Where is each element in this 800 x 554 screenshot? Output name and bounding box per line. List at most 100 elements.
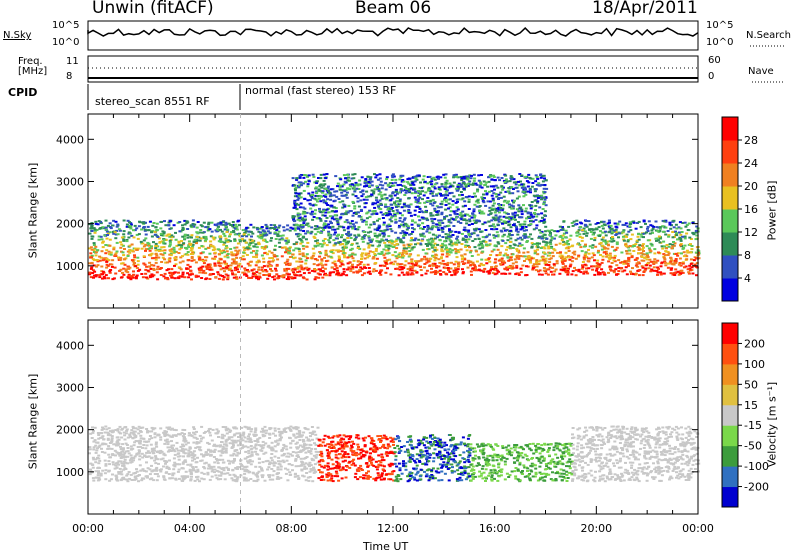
data-cell	[260, 254, 264, 257]
data-cell	[695, 262, 699, 265]
data-cell	[448, 239, 452, 242]
data-cell	[97, 220, 101, 223]
data-cell	[573, 223, 577, 226]
data-cell	[192, 450, 196, 453]
data-cell	[624, 266, 628, 269]
data-cell	[306, 185, 310, 188]
data-cell	[324, 202, 328, 205]
data-cell	[459, 183, 463, 186]
data-cell	[561, 260, 565, 263]
data-cell	[437, 206, 441, 209]
data-cell	[602, 272, 606, 275]
data-cell	[296, 267, 300, 269]
data-cell	[195, 430, 198, 433]
data-cell	[521, 190, 525, 193]
data-cell	[88, 232, 92, 235]
data-cell	[558, 272, 562, 275]
data-cell	[484, 204, 488, 207]
data-cell	[610, 232, 614, 235]
data-cell	[163, 220, 166, 223]
data-cell	[466, 213, 470, 216]
data-cell	[590, 256, 594, 259]
data-cell	[523, 260, 526, 262]
data-cell	[457, 231, 461, 234]
data-cell	[263, 234, 267, 237]
data-cell	[627, 230, 631, 233]
data-cell	[89, 267, 93, 270]
data-cell	[330, 251, 334, 253]
data-cell	[112, 248, 116, 251]
data-cell	[148, 244, 151, 247]
data-cell	[350, 225, 354, 228]
data-cell	[224, 221, 228, 224]
data-cell	[228, 473, 232, 476]
data-cell	[495, 269, 499, 272]
data-cell	[331, 252, 335, 255]
data-cell	[431, 185, 434, 188]
data-cell	[447, 269, 450, 271]
data-cell	[373, 252, 377, 255]
data-cell	[168, 239, 172, 242]
data-cell	[255, 271, 259, 274]
data-cell	[548, 266, 552, 269]
data-cell	[364, 252, 368, 255]
data-cell	[159, 227, 163, 230]
data-cell	[246, 262, 250, 265]
data-cell	[429, 212, 433, 215]
data-cell	[497, 259, 501, 262]
data-cell	[227, 436, 231, 439]
data-cell	[635, 257, 639, 260]
data-cell	[195, 441, 199, 444]
data-cell	[672, 241, 675, 243]
data-cell	[448, 198, 452, 201]
data-cell	[160, 246, 164, 249]
data-cell	[450, 191, 454, 194]
data-cell	[310, 269, 314, 272]
data-cell	[418, 242, 422, 245]
data-cell	[250, 451, 254, 454]
data-cell	[445, 237, 448, 240]
data-cell	[269, 268, 272, 271]
date-title: 18/Apr/2011	[592, 0, 698, 18]
data-cell	[236, 220, 240, 223]
data-cell	[447, 235, 451, 238]
data-cell	[597, 226, 601, 229]
data-cell	[436, 243, 440, 246]
data-cell	[148, 435, 152, 437]
data-cell	[179, 256, 183, 259]
data-cell	[292, 271, 296, 274]
data-cell	[506, 268, 509, 271]
data-cell	[625, 252, 629, 255]
data-cell	[611, 236, 614, 238]
data-cell	[440, 248, 444, 251]
data-cell	[694, 231, 698, 234]
data-cell	[495, 195, 499, 198]
data-cell	[155, 222, 159, 225]
data-cell	[341, 194, 345, 197]
data-cell	[154, 443, 158, 446]
data-cell	[445, 246, 448, 249]
data-cell	[585, 267, 588, 270]
data-cell	[535, 224, 539, 227]
data-cell	[148, 276, 152, 279]
data-cell	[593, 236, 597, 239]
data-cell	[332, 244, 336, 247]
data-cell	[405, 232, 409, 235]
data-cell	[332, 233, 336, 236]
data-cell	[283, 269, 287, 272]
data-cell	[651, 231, 654, 234]
data-cell	[252, 250, 255, 253]
data-cell	[375, 257, 379, 260]
data-cell	[154, 226, 158, 229]
data-cell	[202, 262, 206, 265]
data-cell	[327, 211, 331, 214]
data-cell	[457, 220, 460, 223]
data-cell	[366, 271, 370, 274]
data-cell	[277, 277, 281, 279]
data-cell	[403, 217, 407, 220]
data-cell	[338, 188, 342, 191]
data-cell	[685, 232, 689, 235]
data-cell	[120, 262, 124, 265]
data-cell	[505, 229, 509, 231]
data-cell	[419, 227, 422, 230]
